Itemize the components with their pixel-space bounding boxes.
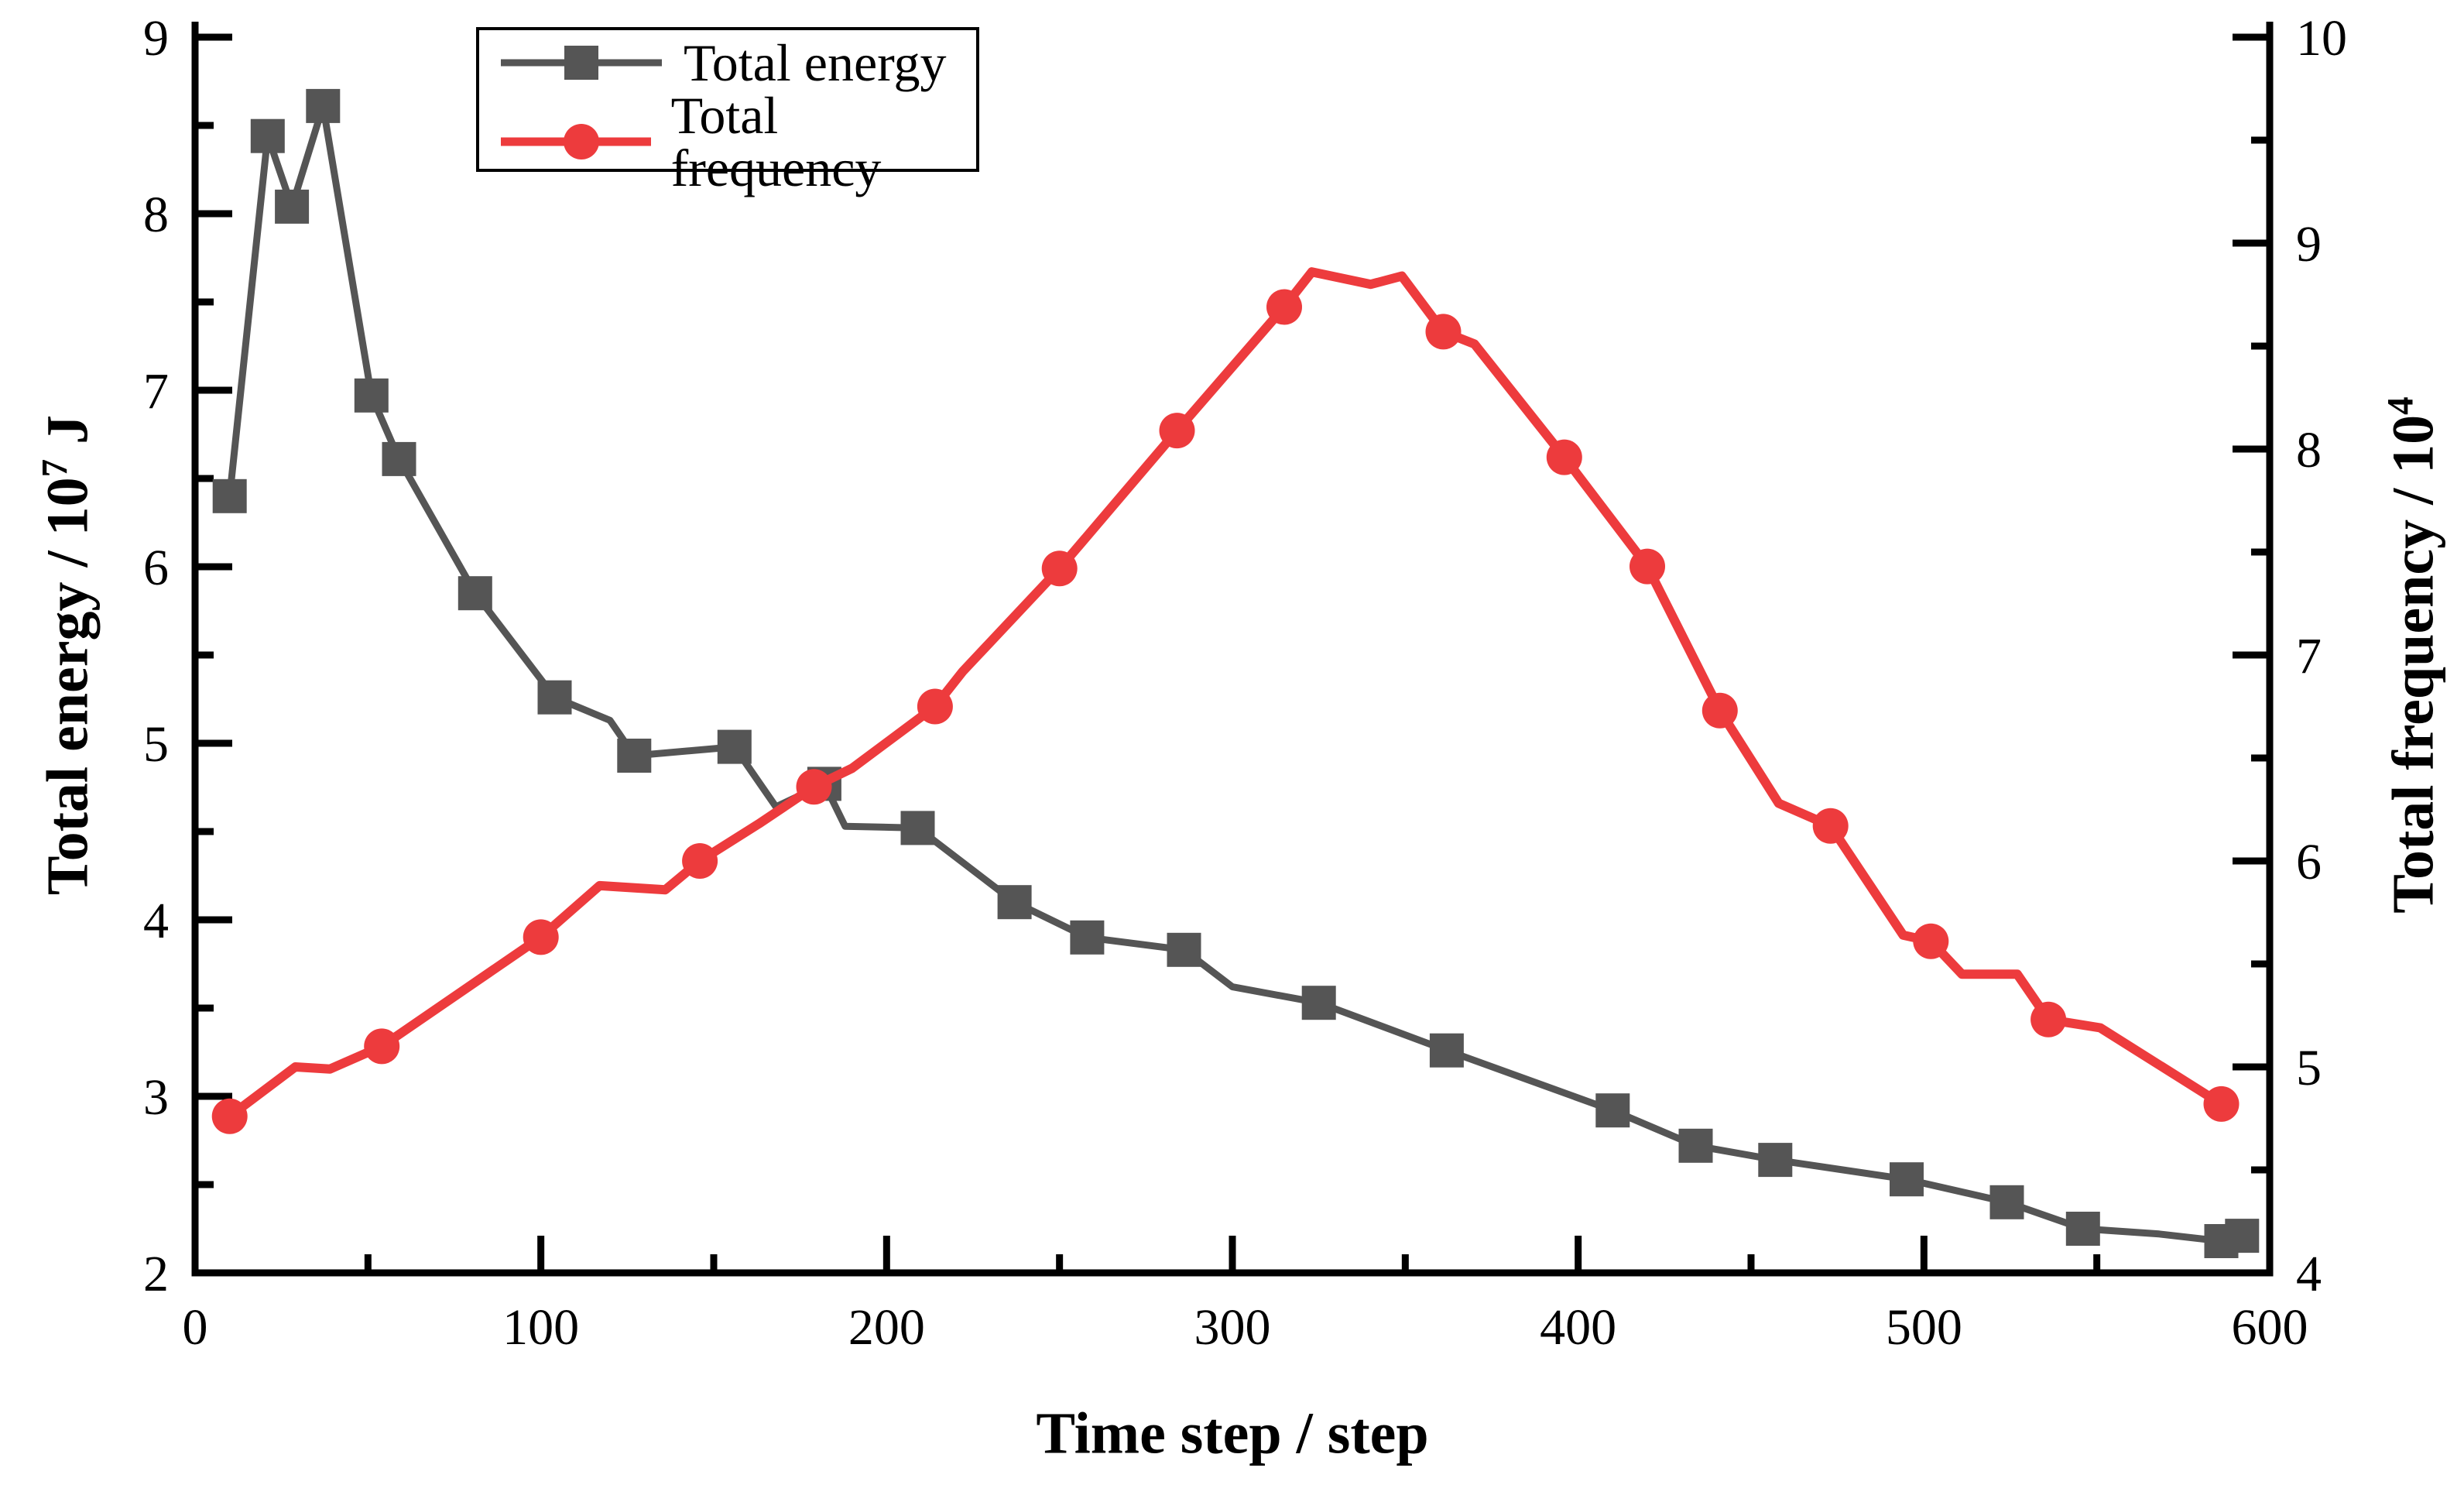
axes (191, 22, 2274, 1277)
data-point-square (1890, 1162, 1924, 1197)
data-point-square (2065, 1212, 2100, 1246)
svg-text:600: 600 (2232, 1299, 2308, 1356)
data-point-circle (2030, 1001, 2067, 1037)
data-point-square (382, 441, 416, 476)
data-point-square (212, 478, 247, 513)
data-point-circle (211, 1098, 248, 1134)
legend: Total energy Total frequency (476, 27, 979, 194)
data-point-circle (1913, 923, 1949, 959)
tick-marks (191, 33, 2274, 1277)
svg-text:200: 200 (848, 1299, 925, 1356)
data-point-circle (523, 919, 559, 955)
data-point-circle (682, 843, 718, 879)
y-axis-title-right: Total frequency / 104 (2380, 396, 2446, 914)
superscript-7: 7 (35, 458, 76, 478)
legend-label-total-energy: Total energy (684, 33, 947, 92)
svg-text:7: 7 (143, 363, 169, 420)
svg-text:5: 5 (2296, 1040, 2322, 1096)
data-point-circle (1425, 314, 1462, 350)
data-point-circle (364, 1028, 400, 1065)
data-point-square (2225, 1219, 2260, 1254)
data-point-circle (1812, 808, 1849, 844)
legend-item-total-frequency: Total frequency (499, 89, 976, 194)
svg-text:500: 500 (1886, 1299, 1962, 1356)
svg-text:3: 3 (143, 1069, 169, 1126)
data-point-circle (1266, 289, 1302, 325)
data-point-circle (917, 688, 953, 725)
svg-text:100: 100 (502, 1299, 579, 1356)
energy-line-marker-icon (501, 46, 662, 80)
data-point-circle (1546, 439, 1582, 475)
data-point-circle (796, 769, 832, 805)
legend-item-total-energy: Total energy (499, 36, 976, 89)
svg-text:4: 4 (143, 893, 169, 949)
y-left-tick-labels: 2 3 4 5 6 7 8 9 (143, 10, 169, 1302)
data-point-square (717, 729, 752, 764)
data-point-square (1989, 1185, 2024, 1219)
data-point-square (275, 189, 310, 224)
superscript-4: 4 (2380, 396, 2421, 415)
data-point-circle (1701, 692, 1738, 729)
svg-text:9: 9 (143, 10, 169, 67)
data-point-square (1595, 1093, 1630, 1128)
series-total-frequency (211, 267, 2240, 1134)
series-total-energy (212, 88, 2260, 1258)
data-point-circle (2203, 1085, 2240, 1122)
data-point-square (1758, 1143, 1793, 1178)
data-point-circle (1630, 548, 1665, 585)
data-point-square (250, 118, 285, 153)
data-point-square (306, 88, 341, 123)
svg-text:2: 2 (143, 1246, 169, 1302)
svg-text:7: 7 (2296, 628, 2322, 684)
data-point-circle (1159, 413, 1195, 449)
data-point-square (1167, 932, 1201, 967)
svg-text:300: 300 (1194, 1299, 1271, 1356)
svg-text:5: 5 (143, 716, 169, 773)
svg-text:8: 8 (143, 187, 169, 243)
svg-text:400: 400 (1540, 1299, 1616, 1356)
svg-text:6: 6 (2296, 834, 2322, 890)
data-point-square (1301, 986, 1336, 1020)
data-point-square (458, 576, 492, 611)
y-right-tick-labels: 4 5 6 7 8 9 10 (2296, 10, 2347, 1302)
data-point-square (617, 739, 652, 773)
svg-text:0: 0 (183, 1299, 208, 1356)
y-axis-title-left: Total energy / 107 J (35, 414, 101, 896)
svg-text:4: 4 (2296, 1246, 2322, 1302)
data-point-square (1429, 1033, 1464, 1068)
svg-text:9: 9 (2296, 216, 2322, 273)
data-point-square (900, 811, 935, 845)
data-point-square (997, 885, 1032, 920)
svg-text:6: 6 (143, 540, 169, 596)
svg-text:10: 10 (2296, 10, 2347, 67)
data-point-square (537, 680, 572, 715)
data-point-square (1678, 1128, 1713, 1163)
data-point-square (354, 378, 389, 413)
legend-label-total-frequency: Total frequency (670, 86, 882, 197)
x-axis-title: Time step / step (1036, 1401, 1429, 1466)
data-point-circle (1041, 550, 1078, 587)
data-point-square (1070, 920, 1105, 955)
svg-text:8: 8 (2296, 422, 2322, 478)
frequency-line-marker-icon (501, 124, 651, 159)
x-tick-labels: 0 100 200 300 400 500 600 (183, 1299, 2308, 1356)
